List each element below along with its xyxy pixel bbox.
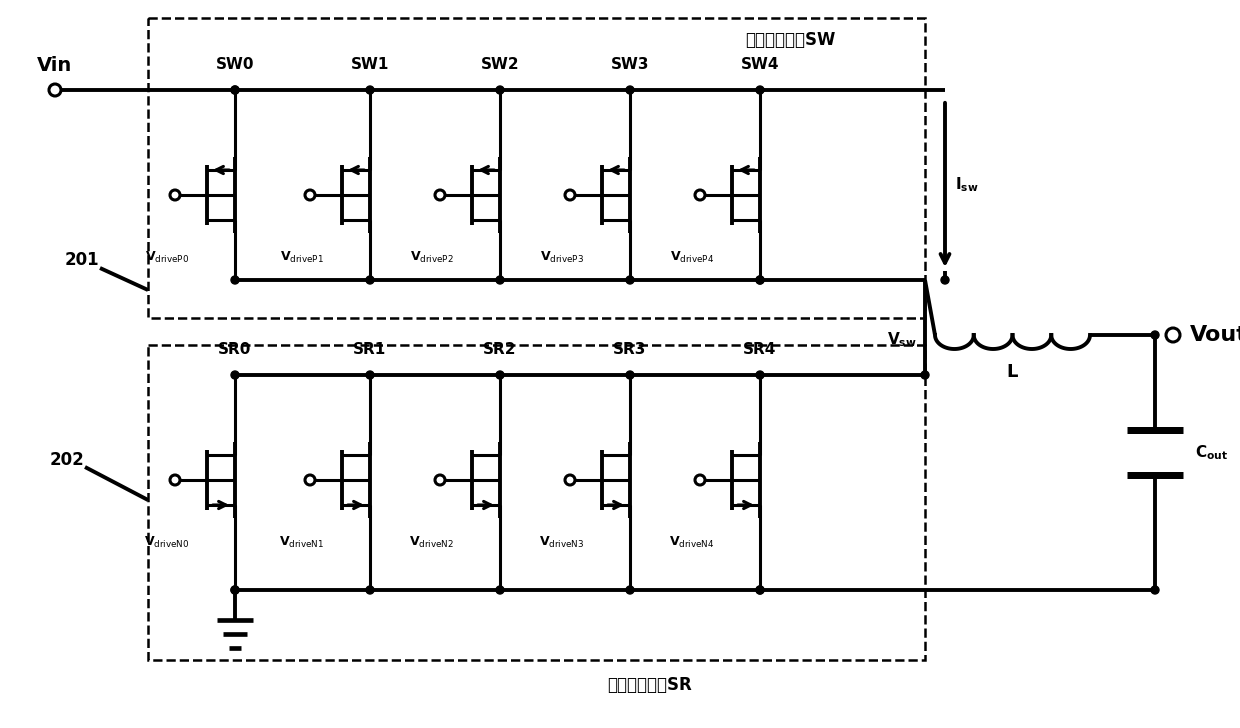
Text: Vout: Vout — [1190, 325, 1240, 345]
Text: SR2: SR2 — [484, 342, 517, 357]
Circle shape — [496, 276, 503, 284]
Text: SW2: SW2 — [481, 57, 520, 72]
Circle shape — [921, 371, 929, 379]
Text: 202: 202 — [50, 451, 84, 469]
Circle shape — [366, 86, 374, 94]
Text: $\mathbf{V_{sw}}$: $\mathbf{V_{sw}}$ — [888, 331, 918, 349]
Text: $\mathbf{V_{\mathrm{driveP0}}}$: $\mathbf{V_{\mathrm{driveP0}}}$ — [145, 250, 190, 265]
Circle shape — [626, 371, 634, 379]
Text: $\mathbf{V_{\mathrm{driveN4}}}$: $\mathbf{V_{\mathrm{driveN4}}}$ — [670, 535, 714, 550]
Circle shape — [756, 86, 764, 94]
Text: $\mathbf{V_{\mathrm{driveN3}}}$: $\mathbf{V_{\mathrm{driveN3}}}$ — [539, 535, 585, 550]
Text: $\mathbf{V_{\mathrm{driveP4}}}$: $\mathbf{V_{\mathrm{driveP4}}}$ — [670, 250, 714, 265]
Text: 同步整流管组SR: 同步整流管组SR — [608, 676, 692, 694]
Text: $\mathbf{V_{\mathrm{driveN2}}}$: $\mathbf{V_{\mathrm{driveN2}}}$ — [409, 535, 455, 550]
Circle shape — [366, 586, 374, 594]
Circle shape — [231, 86, 239, 94]
Text: SR0: SR0 — [218, 342, 252, 357]
Circle shape — [231, 586, 239, 594]
Circle shape — [626, 276, 634, 284]
Text: 201: 201 — [64, 251, 99, 269]
Circle shape — [496, 586, 503, 594]
Text: SW4: SW4 — [740, 57, 779, 72]
Circle shape — [231, 276, 239, 284]
Text: SR3: SR3 — [614, 342, 647, 357]
Circle shape — [941, 276, 949, 284]
Circle shape — [1151, 331, 1159, 339]
Circle shape — [496, 371, 503, 379]
Bar — [148, 18, 925, 318]
Circle shape — [231, 371, 239, 379]
Text: SR1: SR1 — [353, 342, 387, 357]
Text: SW0: SW0 — [216, 57, 254, 72]
Text: L: L — [1007, 363, 1018, 381]
Circle shape — [756, 586, 764, 594]
Text: $\mathbf{V_{\mathrm{driveP3}}}$: $\mathbf{V_{\mathrm{driveP3}}}$ — [539, 250, 584, 265]
Text: $\mathbf{I_{sw}}$: $\mathbf{I_{sw}}$ — [955, 175, 978, 194]
Circle shape — [1151, 586, 1159, 594]
Circle shape — [756, 276, 764, 284]
Text: $\mathbf{V_{\mathrm{driveP2}}}$: $\mathbf{V_{\mathrm{driveP2}}}$ — [410, 250, 454, 265]
Circle shape — [756, 586, 764, 594]
Text: SW1: SW1 — [351, 57, 389, 72]
Circle shape — [496, 86, 503, 94]
Text: 功率开关管组SW: 功率开关管组SW — [745, 31, 836, 49]
Circle shape — [231, 86, 239, 94]
Circle shape — [626, 586, 634, 594]
Circle shape — [756, 371, 764, 379]
Circle shape — [366, 276, 374, 284]
Circle shape — [626, 86, 634, 94]
Text: $\mathbf{V_{\mathrm{driveN1}}}$: $\mathbf{V_{\mathrm{driveN1}}}$ — [279, 535, 325, 550]
Circle shape — [366, 371, 374, 379]
Text: SR4: SR4 — [743, 342, 776, 357]
Text: $\mathbf{V_{\mathrm{driveP1}}}$: $\mathbf{V_{\mathrm{driveP1}}}$ — [280, 250, 324, 265]
Bar — [148, 345, 925, 660]
Text: $\mathbf{C_{out}}$: $\mathbf{C_{out}}$ — [1195, 443, 1228, 462]
Text: SW3: SW3 — [611, 57, 650, 72]
Text: $\mathbf{V_{\mathrm{driveN0}}}$: $\mathbf{V_{\mathrm{driveN0}}}$ — [144, 535, 190, 550]
Circle shape — [756, 276, 764, 284]
Circle shape — [231, 586, 239, 594]
Text: Vin: Vin — [37, 56, 73, 75]
